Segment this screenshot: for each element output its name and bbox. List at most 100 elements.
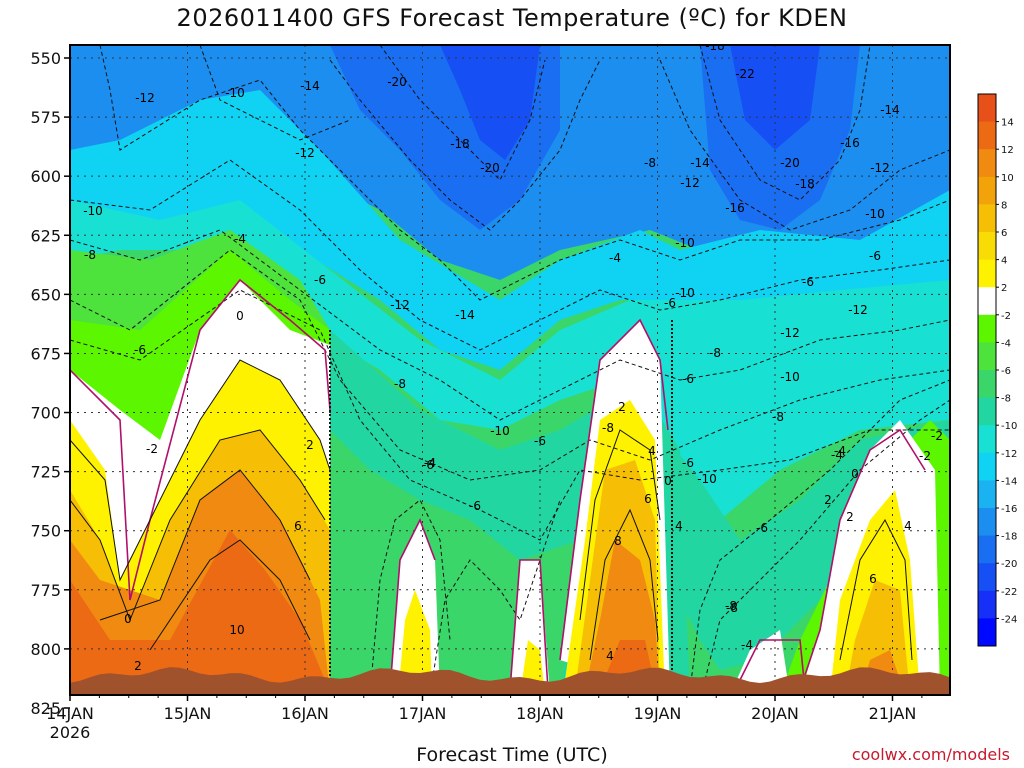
credit-link[interactable]: coolwx.com/models xyxy=(851,745,1010,764)
colorbar-swatch xyxy=(978,94,996,123)
colorbar-swatch xyxy=(978,590,996,619)
contour-label: -6 xyxy=(422,458,434,472)
contour-line-negative xyxy=(99,45,950,301)
contour-line-zero xyxy=(739,639,806,691)
contour-label: -14 xyxy=(690,156,710,170)
contour-label: -6 xyxy=(682,372,694,386)
contour-line-positive xyxy=(579,429,661,621)
contour-label: 2 xyxy=(618,400,626,414)
contour-label: -20 xyxy=(387,75,407,89)
y-tick-label: 725 xyxy=(30,463,61,482)
contour-label: -2 xyxy=(931,429,943,443)
contour-line-positive xyxy=(70,429,326,622)
ground-surface xyxy=(70,667,950,695)
colorbar-swatch xyxy=(978,121,996,150)
temperature-region xyxy=(70,530,325,695)
x-tick-label: 19JAN xyxy=(634,704,682,723)
contour-label: 0 xyxy=(124,612,132,626)
contour-label: -14 xyxy=(880,103,900,117)
temperature-region xyxy=(398,590,432,695)
x-tick-label: 15JAN xyxy=(164,704,212,723)
contour-label: -8 xyxy=(644,156,656,170)
contour-label: -8 xyxy=(394,377,406,391)
contour-line-negative xyxy=(689,379,950,691)
colorbar-swatch xyxy=(978,314,996,343)
contour-label: -10 xyxy=(83,204,103,218)
contour-label: 8 xyxy=(614,534,622,548)
contour-label: -10 xyxy=(490,424,510,438)
contour-line-positive xyxy=(70,359,331,582)
contour-label: -18 xyxy=(705,39,725,53)
terrain-surface xyxy=(70,667,950,695)
colorbar-swatch xyxy=(978,618,996,647)
contour-label: 4 xyxy=(606,649,614,663)
colorbar-swatch xyxy=(978,535,996,564)
contour-label: -6 xyxy=(756,521,768,535)
contour-label: 0 xyxy=(664,474,672,488)
colorbar-swatch xyxy=(978,397,996,426)
x-tick-label: 16JAN xyxy=(281,704,329,723)
contour-line-negative xyxy=(659,59,950,231)
x-tick-label: 17JAN xyxy=(399,704,447,723)
contour-label: 10 xyxy=(229,623,244,637)
colorbar-label: 2 xyxy=(1001,283,1007,294)
x-axis: 14JAN 15JAN 16JAN 17JAN 18JAN 19JAN 20JAN 21JAN… xyxy=(46,695,923,742)
colorbar-label: 4 xyxy=(1001,256,1007,267)
contour-label: -16 xyxy=(840,136,860,150)
contour-label: 2 xyxy=(846,510,854,524)
contour-label: -4 xyxy=(609,251,621,265)
x-year-label: 2026 xyxy=(50,723,91,742)
contour-label: -10 xyxy=(697,472,717,486)
colorbar-label: -2 xyxy=(1001,311,1011,322)
colorbar-swatch xyxy=(978,480,996,509)
contour-label: -18 xyxy=(795,177,815,191)
contour-label: -14 xyxy=(455,308,475,322)
colorbar-label: 10 xyxy=(1001,173,1014,184)
contour-label: -4 xyxy=(831,448,843,462)
contour-label: -2 xyxy=(919,449,931,463)
contour-label: -12 xyxy=(680,176,700,190)
contour-label: -18 xyxy=(450,137,470,151)
contour-label: -6 xyxy=(534,434,546,448)
colorbar-swatch xyxy=(978,176,996,205)
colorbar-label: 8 xyxy=(1001,200,1007,211)
colorbar-label: -18 xyxy=(1001,532,1017,543)
colorbar-label: -6 xyxy=(1001,366,1011,377)
contour-label: -6 xyxy=(134,343,146,357)
colorbar-label: -8 xyxy=(1001,394,1011,405)
contour-label: 2 xyxy=(306,438,314,452)
contour-line-negative xyxy=(329,59,601,231)
contour-label: -6 xyxy=(664,296,676,310)
y-axis: 550 575 600 625 650 675 700 725 750 775 800 825 xyxy=(30,49,70,718)
colorbar-swatch xyxy=(978,204,996,233)
contour-label: -6 xyxy=(314,273,326,287)
colorbar-swatch xyxy=(978,452,996,481)
contour-label: 2 xyxy=(134,659,142,673)
contour-label: 2 xyxy=(824,493,832,507)
colorbar-label: -16 xyxy=(1001,504,1017,515)
contour-label: -6 xyxy=(469,499,481,513)
contour-line-negative xyxy=(700,399,950,695)
contour-label: 6 xyxy=(869,572,877,586)
x-tick-label: 18JAN xyxy=(516,704,564,723)
y-tick-label: 775 xyxy=(30,581,61,600)
temperature-region xyxy=(730,45,820,150)
contour-line-positive xyxy=(149,539,311,651)
contour-label: -8 xyxy=(84,248,96,262)
colorbar-label: -20 xyxy=(1001,559,1017,570)
colorbar-label: -10 xyxy=(1001,421,1017,432)
contour-label: 6 xyxy=(644,492,652,506)
contour-label: -8 xyxy=(772,410,784,424)
y-tick-label: 825 xyxy=(30,699,61,718)
contour-label: 4 xyxy=(904,519,912,533)
y-tick-label: 650 xyxy=(30,285,61,304)
contour-label: -4 xyxy=(741,638,753,652)
colorbar: 14 12 10 8 6 4 2 -2 -4 -6 -8 -10 -12 -14 -16 -18 -20 -22 -… xyxy=(977,93,1017,647)
contour-label: -10 xyxy=(865,207,885,221)
contour-line-positive xyxy=(839,518,913,661)
colorbar-label: 6 xyxy=(1001,228,1007,239)
contour-label: -10 xyxy=(225,86,245,100)
contour-label: -12 xyxy=(780,326,800,340)
colorbar-swatch xyxy=(978,342,996,371)
